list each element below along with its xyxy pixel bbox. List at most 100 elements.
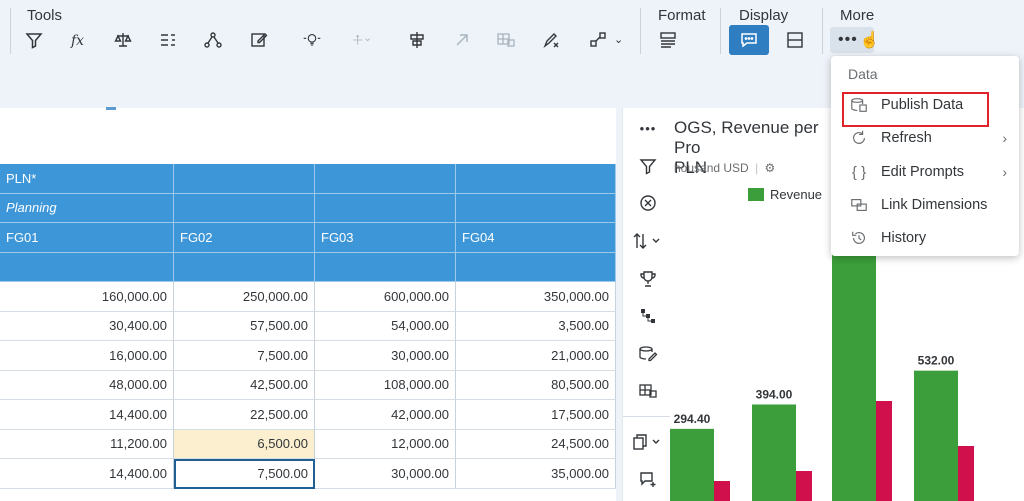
menu-item-edit-prompts[interactable]: { } Edit Prompts ›: [831, 157, 1019, 187]
table-cell[interactable]: 16,000.00: [0, 341, 174, 371]
linked-analysis-icon[interactable]: [585, 28, 611, 52]
secondary-bar[interactable]: [958, 446, 974, 501]
bar-chart: 294.40 394.00 532.00: [670, 241, 974, 501]
table-cell[interactable]: 12,000.00: [315, 429, 456, 459]
header-cell[interactable]: [315, 164, 456, 194]
header-cell[interactable]: [0, 252, 174, 282]
column-header[interactable]: FG04: [456, 223, 616, 253]
header-cell[interactable]: [174, 252, 315, 282]
more-button[interactable]: ••• ☝: [830, 27, 880, 53]
revenue-bar[interactable]: [832, 241, 876, 501]
changed-cell[interactable]: 6,500.00: [174, 429, 315, 459]
table-cell[interactable]: 108,000.00: [315, 370, 456, 400]
secondary-bar[interactable]: [714, 481, 730, 501]
header-row: FG01 FG02 FG03 FG04: [0, 223, 616, 253]
menu-section-header: Data: [848, 66, 878, 82]
more-actions-icon[interactable]: •••: [639, 120, 657, 136]
table-cell[interactable]: 350,000.00: [456, 282, 616, 312]
table-cell[interactable]: 250,000.00: [174, 282, 315, 312]
column-header[interactable]: FG02: [174, 223, 315, 253]
table-cell[interactable]: 42,500.00: [174, 370, 315, 400]
chevron-down-icon[interactable]: ⌄: [614, 34, 624, 46]
hierarchy-icon[interactable]: [200, 28, 226, 52]
table-cell[interactable]: 17,500.00: [456, 400, 616, 430]
header-cell[interactable]: [456, 252, 616, 282]
table-row: 14,400.00 7,500.00 30,000.00 35,000.00: [0, 459, 616, 489]
header-cell[interactable]: [456, 164, 616, 194]
menu-item-label: Publish Data: [881, 97, 964, 113]
balance-icon[interactable]: [110, 28, 136, 52]
header-cell[interactable]: Planning: [0, 193, 174, 223]
smart-insights-icon[interactable]: [298, 28, 326, 52]
copy-dropdown-icon[interactable]: [629, 430, 665, 454]
split-panel-icon[interactable]: [782, 28, 808, 52]
table-cell[interactable]: 80,500.00: [456, 370, 616, 400]
move-dropdown-icon: [344, 28, 378, 52]
format-group-label: Format: [658, 7, 706, 24]
table-cell[interactable]: 30,000.00: [315, 341, 456, 371]
filter-icon[interactable]: [635, 154, 661, 178]
revenue-bar[interactable]: [752, 404, 796, 501]
align-icon[interactable]: [404, 28, 430, 52]
table-cell[interactable]: 14,400.00: [0, 459, 174, 489]
data-edit-icon[interactable]: [635, 342, 661, 366]
sort-dropdown-icon[interactable]: [629, 229, 665, 253]
table-widget[interactable]: PLN* Planning FG01 FG02 FG03 FG04 160,00…: [0, 107, 616, 501]
table-cell[interactable]: 54,000.00: [315, 311, 456, 341]
selected-cell[interactable]: 7,500.00: [174, 459, 315, 489]
comment-toggle-button[interactable]: [729, 25, 769, 55]
settings-cube-icon: ⚙: [764, 161, 776, 175]
menu-item-link-dimensions[interactable]: Link Dimensions: [831, 190, 1019, 220]
legend-swatch: [748, 188, 764, 201]
table-cell[interactable]: 3,500.00: [456, 311, 616, 341]
table-cell[interactable]: 14,400.00: [0, 400, 174, 430]
header-cell[interactable]: [315, 252, 456, 282]
table-cell[interactable]: 48,000.00: [0, 370, 174, 400]
header-cell[interactable]: [174, 164, 315, 194]
format-styling-icon[interactable]: [655, 28, 681, 52]
resize-handle[interactable]: [106, 107, 116, 110]
table-cell[interactable]: 21,000.00: [456, 341, 616, 371]
refresh-icon: [849, 129, 869, 147]
remove-circle-icon[interactable]: [635, 191, 661, 215]
sort-compare-icon[interactable]: [155, 28, 181, 52]
formula-icon[interactable]: fx: [66, 28, 92, 52]
header-cell[interactable]: [174, 193, 315, 223]
edit-icon[interactable]: [246, 28, 272, 52]
secondary-bar[interactable]: [876, 401, 892, 501]
table-cell[interactable]: 160,000.00: [0, 282, 174, 312]
revenue-bar[interactable]: [914, 370, 958, 501]
toolbar-divider: [640, 8, 641, 54]
trophy-icon[interactable]: [635, 267, 661, 291]
menu-item-refresh[interactable]: Refresh ›: [831, 123, 1019, 153]
header-cell[interactable]: [456, 193, 616, 223]
table-cell[interactable]: 11,200.00: [0, 429, 174, 459]
table-cell[interactable]: 35,000.00: [456, 459, 616, 489]
table-cell[interactable]: 7,500.00: [174, 341, 315, 371]
table-cell[interactable]: 42,000.00: [315, 400, 456, 430]
column-header[interactable]: FG03: [315, 223, 456, 253]
history-icon: [849, 229, 869, 247]
column-header[interactable]: FG01: [0, 223, 174, 253]
table-cell[interactable]: 30,000.00: [315, 459, 456, 489]
hierarchy-tree-icon[interactable]: [635, 304, 661, 328]
toolbar-divider: [10, 8, 11, 54]
header-cell[interactable]: PLN*: [0, 164, 174, 194]
menu-item-publish-data[interactable]: Publish Data: [831, 90, 1019, 120]
locked-table-icon: [493, 28, 519, 52]
secondary-bar[interactable]: [796, 471, 812, 501]
table-row: 160,000.00 250,000.00 600,000.00 350,000…: [0, 282, 616, 312]
display-group-label: Display: [739, 7, 789, 24]
table-cell[interactable]: 22,500.00: [174, 400, 315, 430]
revenue-bar[interactable]: [670, 428, 714, 501]
header-cell[interactable]: [315, 193, 456, 223]
filter-icon[interactable]: [21, 28, 47, 52]
add-comment-icon[interactable]: [635, 467, 661, 491]
table-cell[interactable]: 30,400.00: [0, 311, 174, 341]
table-cell[interactable]: 24,500.00: [456, 429, 616, 459]
pen-clear-icon[interactable]: [538, 28, 564, 52]
locked-table-icon[interactable]: [635, 379, 661, 403]
table-cell[interactable]: 57,500.00: [174, 311, 315, 341]
table-cell[interactable]: 600,000.00: [315, 282, 456, 312]
menu-item-history[interactable]: History: [831, 223, 1019, 253]
